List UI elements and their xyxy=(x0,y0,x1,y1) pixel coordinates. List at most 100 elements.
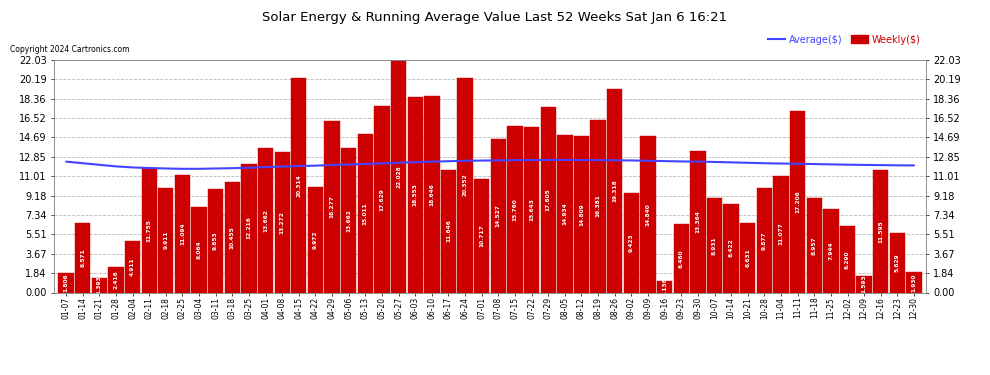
Text: 8.064: 8.064 xyxy=(197,241,202,259)
Text: 11.646: 11.646 xyxy=(446,220,451,243)
Bar xyxy=(441,170,456,292)
Bar xyxy=(58,273,73,292)
Text: 1.930: 1.930 xyxy=(912,273,917,292)
Bar xyxy=(756,188,772,292)
Bar xyxy=(790,111,805,292)
Bar xyxy=(175,176,190,292)
Text: 14.840: 14.840 xyxy=(645,203,650,226)
Text: 1.393: 1.393 xyxy=(97,276,102,294)
Bar xyxy=(408,97,423,292)
Text: 8.957: 8.957 xyxy=(812,236,817,255)
Bar xyxy=(907,272,922,292)
Bar xyxy=(707,198,722,292)
Text: 13.272: 13.272 xyxy=(280,211,285,234)
Text: 13.662: 13.662 xyxy=(263,209,268,232)
Bar xyxy=(890,233,905,292)
Text: 6.571: 6.571 xyxy=(80,249,85,267)
Bar xyxy=(607,88,623,292)
Bar xyxy=(158,188,173,292)
Bar xyxy=(673,224,689,292)
Text: 4.911: 4.911 xyxy=(130,257,135,276)
Text: 9.853: 9.853 xyxy=(213,231,218,250)
Bar xyxy=(357,134,373,292)
Text: 1.806: 1.806 xyxy=(63,274,68,292)
Text: Copyright 2024 Cartronics.com: Copyright 2024 Cartronics.com xyxy=(10,45,130,54)
Bar xyxy=(291,78,307,292)
Text: 11.595: 11.595 xyxy=(878,220,883,243)
Text: 15.011: 15.011 xyxy=(363,202,368,225)
Text: 19.318: 19.318 xyxy=(612,179,617,202)
Text: 9.972: 9.972 xyxy=(313,231,318,249)
Text: 18.646: 18.646 xyxy=(430,183,435,206)
Text: 9.911: 9.911 xyxy=(163,231,168,249)
Text: 5.629: 5.629 xyxy=(895,254,900,272)
Bar xyxy=(541,107,556,292)
Bar xyxy=(225,182,240,292)
Text: 17.605: 17.605 xyxy=(545,188,550,211)
Text: 20.352: 20.352 xyxy=(462,174,467,196)
Bar xyxy=(807,198,822,292)
Text: 13.364: 13.364 xyxy=(695,210,700,233)
Bar xyxy=(142,168,156,292)
Bar xyxy=(308,187,323,292)
Text: 15.760: 15.760 xyxy=(513,198,518,221)
Text: 6.290: 6.290 xyxy=(845,250,850,268)
Text: 7.944: 7.944 xyxy=(829,241,834,260)
Text: 11.755: 11.755 xyxy=(147,219,151,242)
Bar xyxy=(75,223,90,292)
Text: 1.136: 1.136 xyxy=(662,277,667,296)
Text: 16.277: 16.277 xyxy=(330,195,335,218)
Bar xyxy=(624,193,639,292)
Bar xyxy=(507,126,523,292)
Bar xyxy=(258,148,273,292)
Bar xyxy=(191,207,207,292)
Text: 10.455: 10.455 xyxy=(230,226,235,249)
Bar xyxy=(457,78,473,292)
Text: 2.416: 2.416 xyxy=(114,270,119,289)
Bar xyxy=(557,135,572,292)
Bar xyxy=(657,280,672,292)
Text: 20.314: 20.314 xyxy=(296,174,301,196)
Text: 17.206: 17.206 xyxy=(795,190,800,213)
Text: 11.094: 11.094 xyxy=(180,223,185,245)
Text: 6.631: 6.631 xyxy=(745,248,750,267)
Text: 9.877: 9.877 xyxy=(762,231,767,250)
Bar xyxy=(108,267,124,292)
Bar xyxy=(524,128,540,292)
Text: 14.527: 14.527 xyxy=(496,204,501,227)
Bar xyxy=(840,226,855,292)
Bar xyxy=(873,170,888,292)
Text: 16.381: 16.381 xyxy=(596,195,601,217)
Bar xyxy=(342,148,356,292)
Text: 18.553: 18.553 xyxy=(413,183,418,206)
Bar xyxy=(741,222,755,292)
Text: 8.931: 8.931 xyxy=(712,236,717,255)
Bar xyxy=(242,164,256,292)
Bar xyxy=(92,278,107,292)
Bar xyxy=(574,136,589,292)
Text: Solar Energy & Running Average Value Last 52 Weeks Sat Jan 6 16:21: Solar Energy & Running Average Value Las… xyxy=(262,11,728,24)
Text: 14.809: 14.809 xyxy=(579,203,584,226)
Text: 12.216: 12.216 xyxy=(247,217,251,240)
Text: 1.593: 1.593 xyxy=(861,275,866,293)
Text: 8.422: 8.422 xyxy=(729,238,734,257)
Text: 13.662: 13.662 xyxy=(346,209,351,232)
Legend: Average($), Weekly($): Average($), Weekly($) xyxy=(767,34,921,45)
Bar xyxy=(690,152,706,292)
Text: 6.460: 6.460 xyxy=(679,249,684,268)
Bar xyxy=(391,60,406,292)
Bar xyxy=(474,179,489,292)
Bar xyxy=(274,152,290,292)
Bar xyxy=(590,120,606,292)
Bar xyxy=(724,204,739,292)
Text: 10.717: 10.717 xyxy=(479,225,484,248)
Bar xyxy=(856,276,872,292)
Bar xyxy=(374,106,390,292)
Text: 17.629: 17.629 xyxy=(379,188,384,211)
Text: 14.934: 14.934 xyxy=(562,202,567,225)
Bar xyxy=(491,139,506,292)
Text: 22.028: 22.028 xyxy=(396,165,401,188)
Bar xyxy=(125,241,141,292)
Bar xyxy=(641,136,655,292)
Text: 15.643: 15.643 xyxy=(529,198,535,221)
